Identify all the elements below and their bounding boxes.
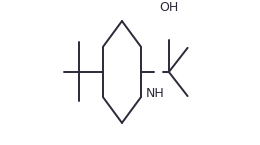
Text: NH: NH <box>145 87 164 100</box>
Text: OH: OH <box>159 1 178 14</box>
